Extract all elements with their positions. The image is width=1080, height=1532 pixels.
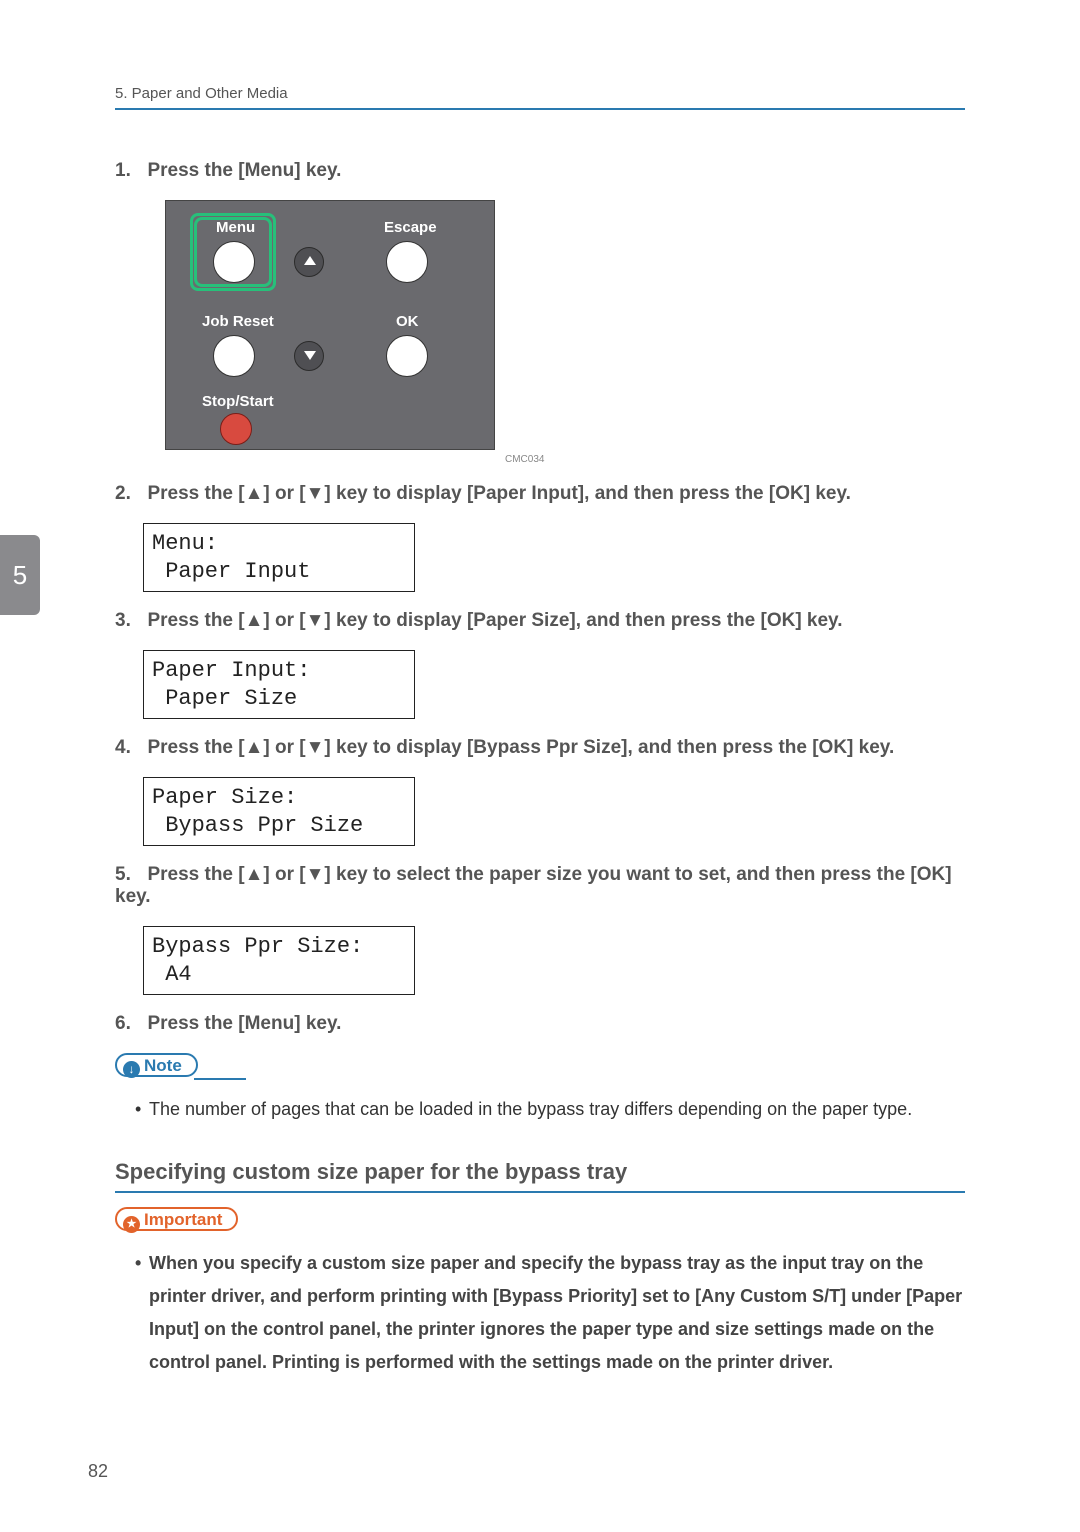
step-number: 4.: [115, 737, 143, 759]
step-5: 5. Press the [▲] or [▼] key to select th…: [115, 864, 965, 908]
ok-button: [386, 335, 428, 377]
important-icon: ★: [123, 1216, 140, 1233]
step-text: Press the [▲] or [▼] key to select the p…: [115, 864, 952, 907]
step-text: Press the [Menu] key.: [147, 160, 341, 181]
escape-label: Escape: [384, 219, 437, 236]
important-label: Important: [144, 1210, 222, 1229]
escape-button: [386, 241, 428, 283]
lcd-display: Paper Input: Paper Size: [143, 650, 415, 719]
stop-start-label: Stop/Start: [202, 393, 274, 410]
step-4: 4. Press the [▲] or [▼] key to display […: [115, 737, 965, 759]
job-reset-label: Job Reset: [202, 313, 274, 330]
figure-caption: CMC034: [505, 454, 965, 465]
note-icon: ↓: [123, 1061, 140, 1078]
menu-label: Menu: [216, 219, 255, 236]
lcd-display: Menu: Paper Input: [143, 523, 415, 592]
step-3: 3. Press the [▲] or [▼] key to display […: [115, 610, 965, 632]
note-list: The number of pages that can be loaded i…: [135, 1094, 965, 1125]
down-icon: [304, 351, 316, 360]
header-breadcrumb: 5. Paper and Other Media: [115, 85, 965, 102]
step-2: 2. Press the [▲] or [▼] key to display […: [115, 483, 965, 505]
stop-start-button: [220, 413, 252, 445]
step-number: 5.: [115, 864, 143, 886]
step-number: 6.: [115, 1013, 143, 1035]
up-icon: [304, 256, 316, 265]
step-1: 1. Press the [Menu] key.: [115, 160, 965, 182]
section-rule: [115, 1191, 965, 1193]
step-text: Press the [▲] or [▼] key to display [Pap…: [147, 483, 850, 504]
step-text: Press the [▲] or [▼] key to display [Byp…: [147, 737, 894, 758]
ok-label: OK: [396, 313, 419, 330]
page-number: 82: [88, 1461, 108, 1482]
step-number: 2.: [115, 483, 143, 505]
lcd-display: Bypass Ppr Size: A4: [143, 926, 415, 995]
menu-button: [213, 241, 255, 283]
note-label: Note: [144, 1056, 182, 1075]
important-item: When you specify a custom size paper and…: [135, 1247, 965, 1380]
job-reset-button: [213, 335, 255, 377]
section-heading: Specifying custom size paper for the byp…: [115, 1159, 965, 1185]
step-6: 6. Press the [Menu] key.: [115, 1013, 965, 1035]
step-number: 1.: [115, 160, 143, 182]
important-list: When you specify a custom size paper and…: [135, 1247, 965, 1380]
step-text: Press the [Menu] key.: [147, 1013, 341, 1034]
note-item: The number of pages that can be loaded i…: [135, 1094, 965, 1125]
note-callout: ↓Note: [115, 1053, 965, 1080]
step-number: 3.: [115, 610, 143, 632]
header-rule: [115, 108, 965, 110]
lcd-display: Paper Size: Bypass Ppr Size: [143, 777, 415, 846]
step-text: Press the [▲] or [▼] key to display [Pap…: [147, 610, 842, 631]
control-panel-figure: Menu Escape Job Reset OK Stop/Start CMC0…: [165, 200, 965, 465]
important-callout: ★Important: [115, 1207, 965, 1231]
chapter-tab: 5: [0, 535, 40, 615]
